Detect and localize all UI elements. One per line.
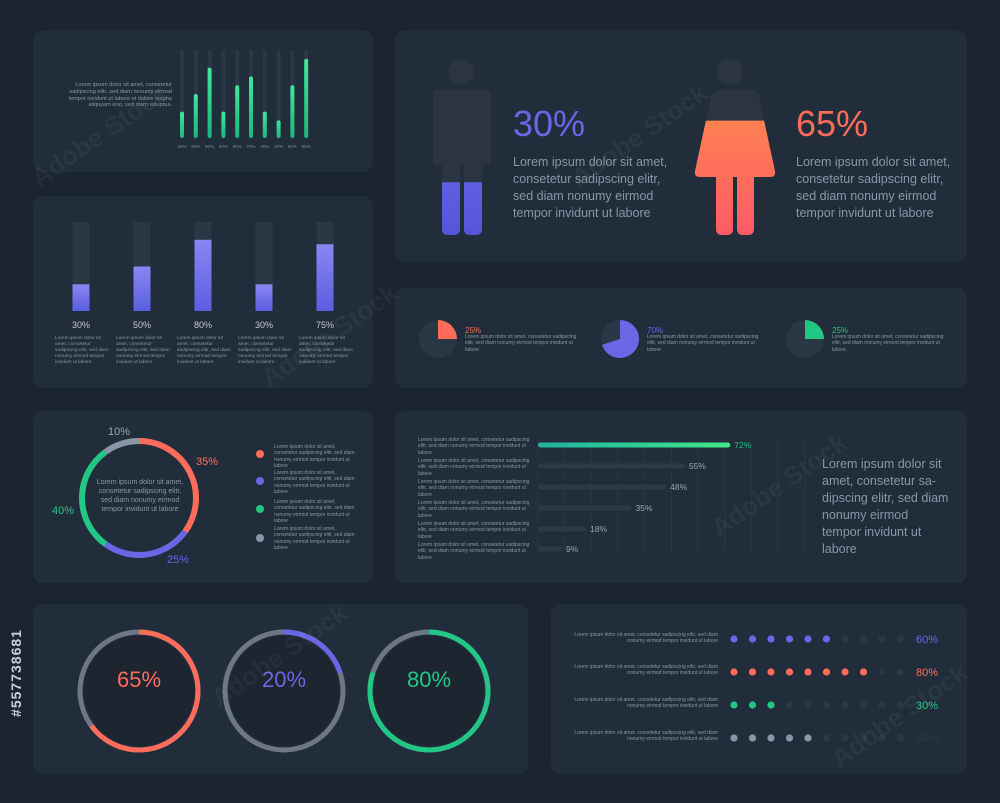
purple-bar-caption: Lorem ipsum dolor sit amet, consetetur s… — [116, 336, 170, 365]
female-text: Lorem ipsum dolor sit amet, consetetur s… — [796, 155, 951, 220]
hbar-row-text: Lorem ipsum dolor sit amet, consetetur s… — [418, 458, 530, 477]
dot-row-text: Lorem ipsum dolor sit amet, consetetur s… — [574, 730, 718, 743]
donut-legend-text: Lorem ipsum dolor sit amet, consetetur s… — [274, 444, 355, 470]
panel-gender — [395, 30, 967, 262]
hbar-row-text: Lorem ipsum dolor sit amet, consetetur s… — [418, 437, 530, 456]
panel-rings — [33, 604, 528, 774]
panel-horizontal-bars — [395, 411, 967, 583]
donut-legend-text: Lorem ipsum dolor sit amet, consetetur s… — [274, 499, 355, 525]
dot-row-text: Lorem ipsum dolor sit amet, consetetur s… — [574, 632, 718, 645]
mini-pie-text: Lorem ipsum dolor sit amet, consetetur s… — [465, 334, 577, 353]
stock-id-text: #557738681 — [8, 629, 24, 717]
hbar-row-text: Lorem ipsum dolor sit amet, consetetur s… — [418, 542, 530, 561]
panel-dot-rows — [551, 604, 967, 774]
hbar-row-text: Lorem ipsum dolor sit amet, consetetur s… — [418, 500, 530, 519]
purple-bar-caption: Lorem ipsum dolor sit amet, consetetur s… — [55, 336, 109, 365]
purple-bar-caption: Lorem ipsum dolor sit amet, consetetur s… — [238, 336, 292, 365]
donut-legend-text: Lorem ipsum dolor sit amet, consetetur s… — [274, 470, 355, 496]
mini-pie-text: Lorem ipsum dolor sit amet, consetetur s… — [647, 334, 759, 353]
hbar-side-text: Lorem ipsum dolor sit amet, consetetur s… — [822, 457, 949, 556]
donut-legend-text: Lorem ipsum dolor sit amet, consetetur s… — [274, 526, 355, 552]
ring-text: Lorem ipsum dolor sit amet, consetetur s… — [240, 691, 328, 716]
purple-bar-caption: Lorem ipsum dolor sit amet, consetetur s… — [299, 336, 353, 365]
panel-mini-pies — [395, 288, 967, 388]
dot-row-text: Lorem ipsum dolor sit amet, consetetur s… — [574, 664, 718, 677]
donut-center-text: Lorem ipsum dolor sit amet, consetetur s… — [96, 479, 184, 513]
hbar-row-text: Lorem ipsum dolor sit amet, consetetur s… — [418, 479, 530, 498]
panel-green-bars — [33, 30, 373, 172]
panel-donut — [33, 411, 373, 583]
dot-row-text: Lorem ipsum dolor sit amet, consetetur s… — [574, 697, 718, 710]
ring-text: Lorem ipsum dolor sit amet, consetetur s… — [96, 691, 184, 716]
green-bars-text: Lorem ipsum dolor sit amet, consetetur s… — [68, 82, 172, 109]
stock-id: #557738681 — [6, 570, 24, 780]
mini-pie-text: Lorem ipsum dolor sit amet, consetetur s… — [832, 334, 944, 353]
hbar-row-text: Lorem ipsum dolor sit amet, consetetur s… — [418, 521, 530, 540]
male-text: Lorem ipsum dolor sit amet, consetetur s… — [513, 155, 668, 220]
ring-text: Lorem ipsum dolor sit amet, consetetur s… — [385, 691, 473, 716]
purple-bar-caption: Lorem ipsum dolor sit amet, consetetur s… — [177, 336, 231, 365]
